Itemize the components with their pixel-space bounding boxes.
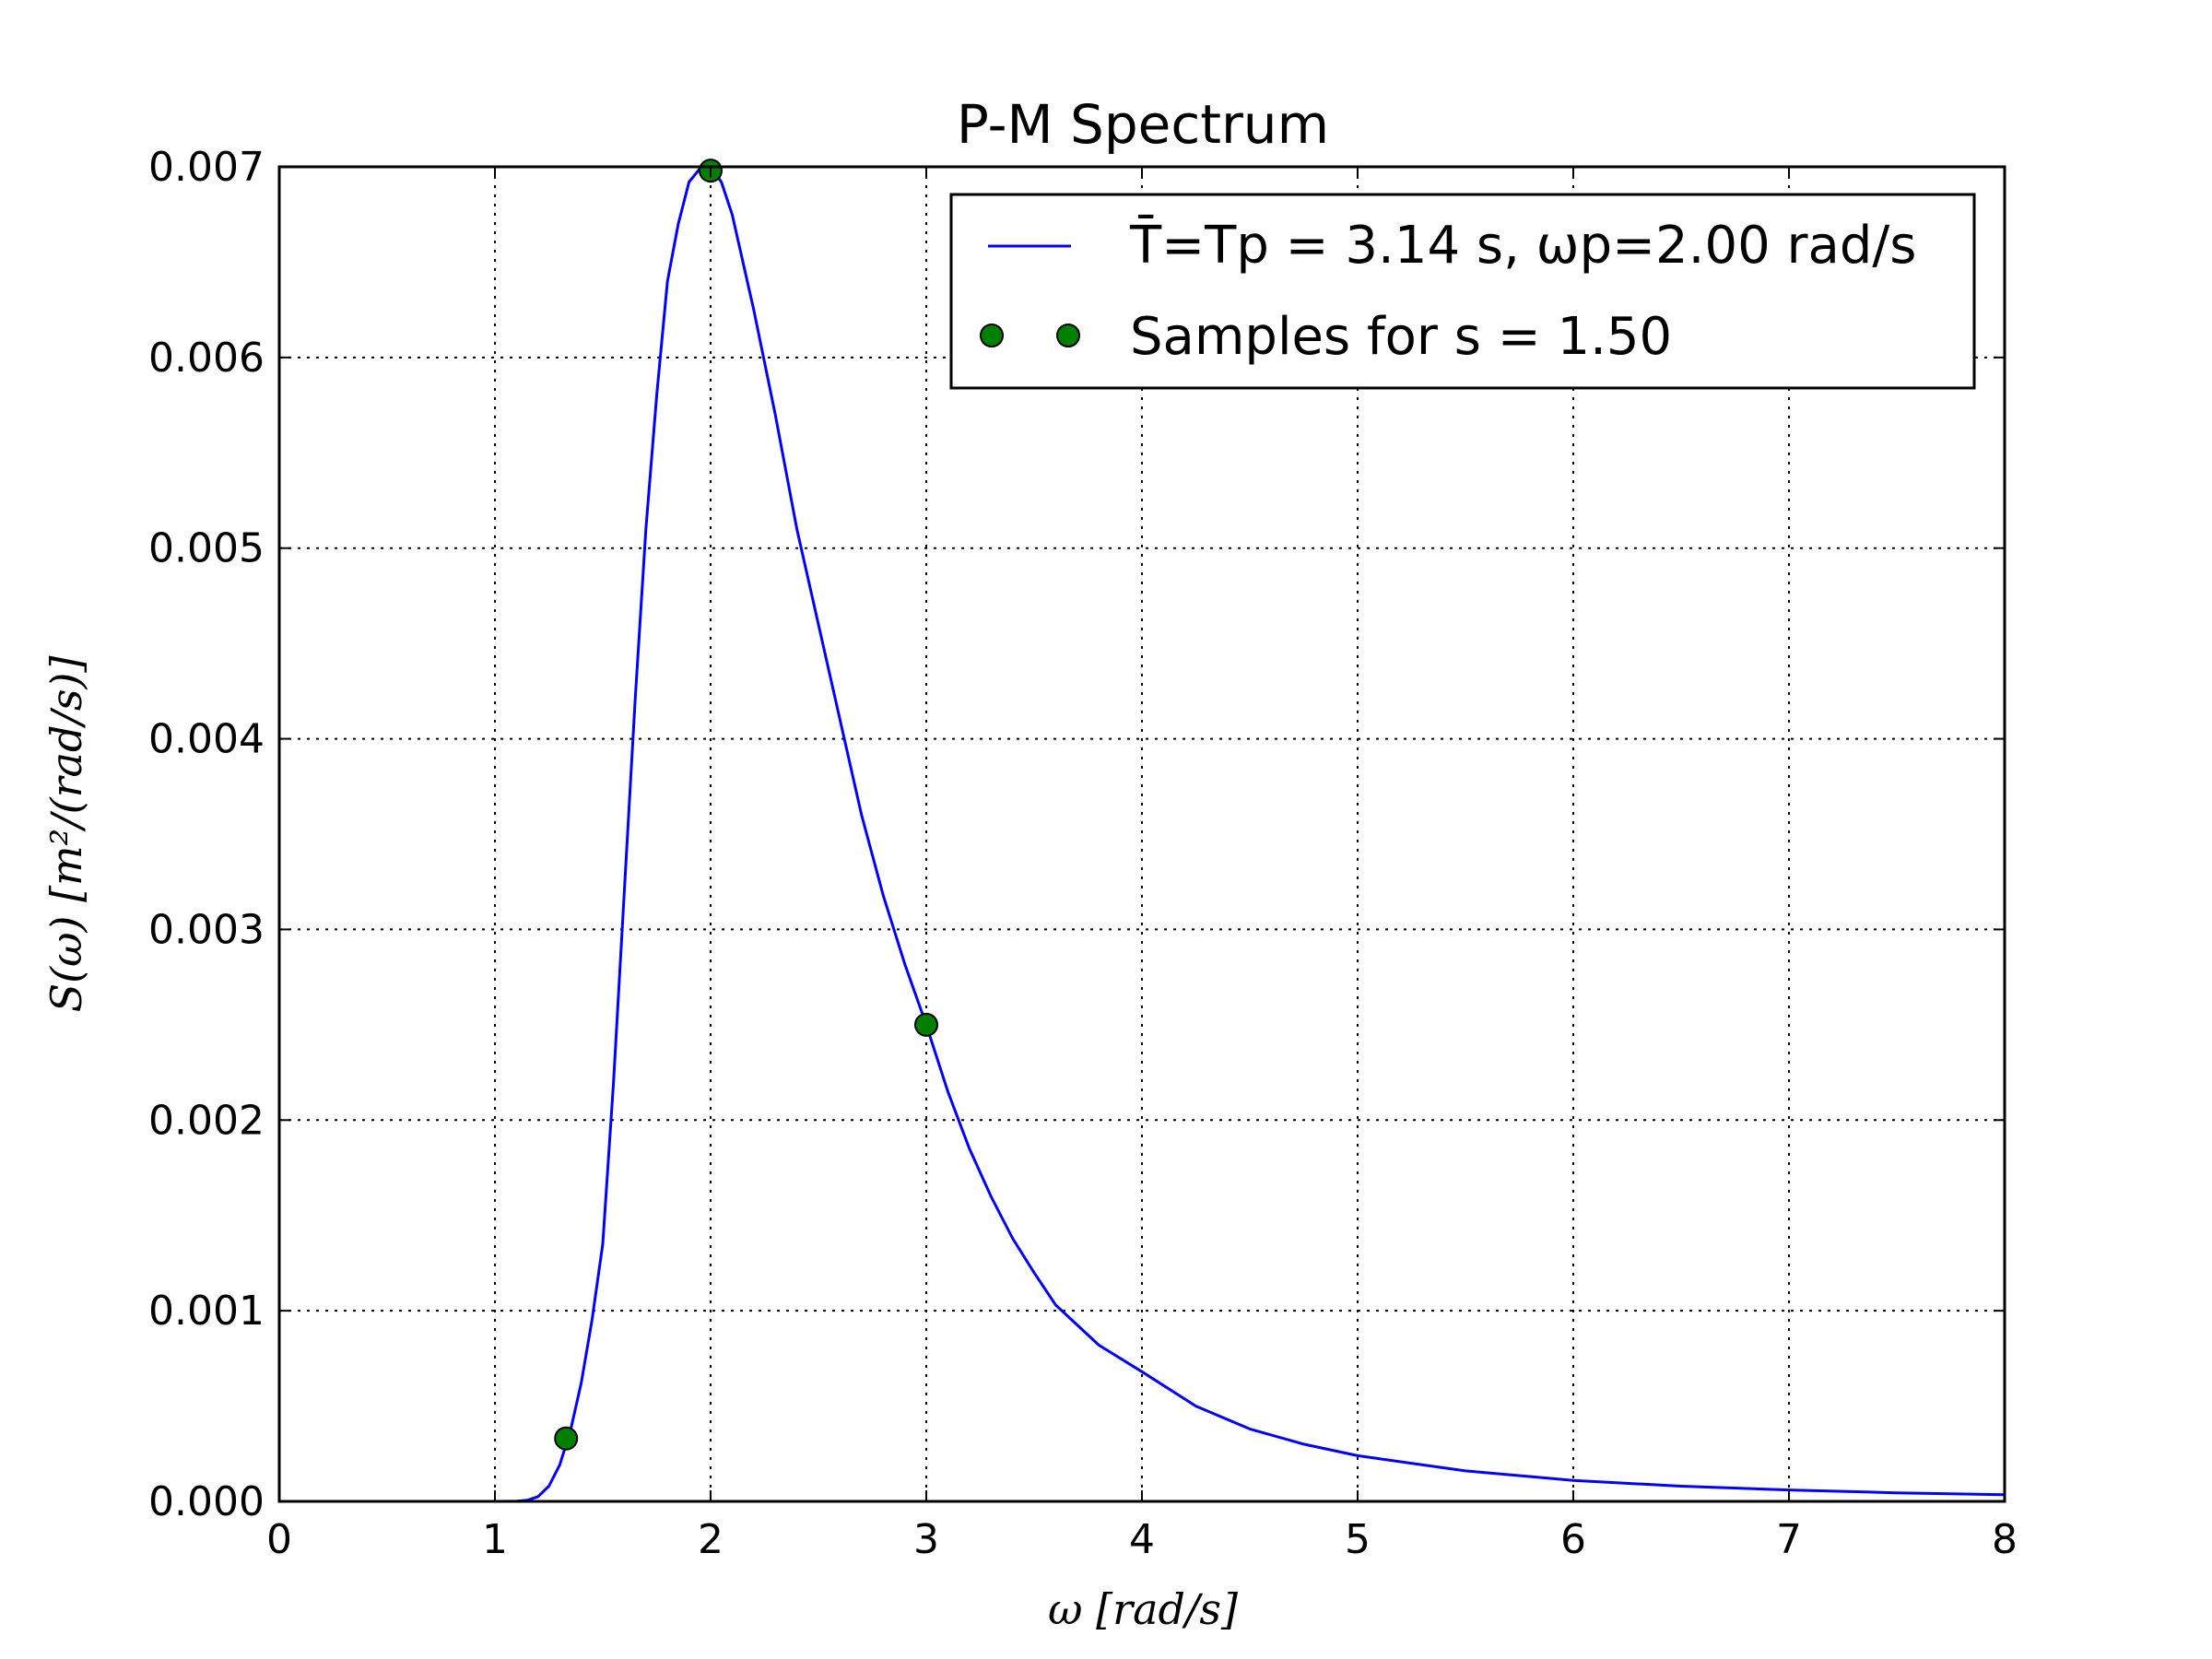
x-tick-label: 1	[482, 1516, 508, 1563]
legend-box	[949, 193, 1976, 390]
x-tick-label: 0	[266, 1516, 292, 1563]
y-axis-label: S(ω) [m²/(rad/s)]	[41, 656, 91, 1013]
x-tick-label: 4	[1129, 1516, 1155, 1563]
legend-label-line: T̄=Tp = 3.14 s, ωp=2.00 rad/s	[1129, 216, 1916, 276]
legend-marker-swatch	[1056, 324, 1080, 347]
x-tick-label: 5	[1345, 1516, 1371, 1563]
y-tick-label: 0.002	[148, 1097, 265, 1144]
sample-point	[914, 1012, 938, 1037]
y-tick-label: 0.005	[148, 525, 265, 572]
sample-point	[554, 1426, 579, 1451]
y-tick-label: 0.006	[148, 335, 265, 382]
x-tick-label: 6	[1560, 1516, 1586, 1563]
y-axis-ticks: 0.000 0.001 0.002 0.003 0.004 0.005 0.006 0.007	[148, 144, 2005, 1525]
y-tick-label: 0.003	[148, 906, 265, 953]
x-tick-label: 3	[913, 1516, 939, 1563]
legend: T̄=Tp = 3.14 s, ωp=2.00 rad/s Samples fo…	[949, 193, 1976, 390]
x-tick-label: 7	[1776, 1516, 1802, 1563]
series-line	[279, 165, 2006, 1503]
legend-marker-swatch	[980, 324, 1004, 347]
series-line-group	[279, 165, 2006, 1503]
x-tick-label: 2	[698, 1516, 724, 1563]
x-tick-label: 8	[1992, 1516, 2018, 1563]
x-axis-ticks: 0 1 2 3 4 5 6 7 8	[266, 167, 2018, 1563]
y-tick-label: 0.007	[148, 144, 265, 191]
y-tick-label: 0.004	[148, 716, 265, 763]
legend-label-samples: Samples for s = 1.50	[1130, 307, 1672, 367]
chart-title: P-M Spectrum	[957, 93, 1329, 156]
y-tick-label: 0.001	[148, 1288, 265, 1335]
y-tick-label: 0.000	[148, 1478, 265, 1525]
x-axis-label: ω [rad/s]	[1048, 1584, 1238, 1634]
